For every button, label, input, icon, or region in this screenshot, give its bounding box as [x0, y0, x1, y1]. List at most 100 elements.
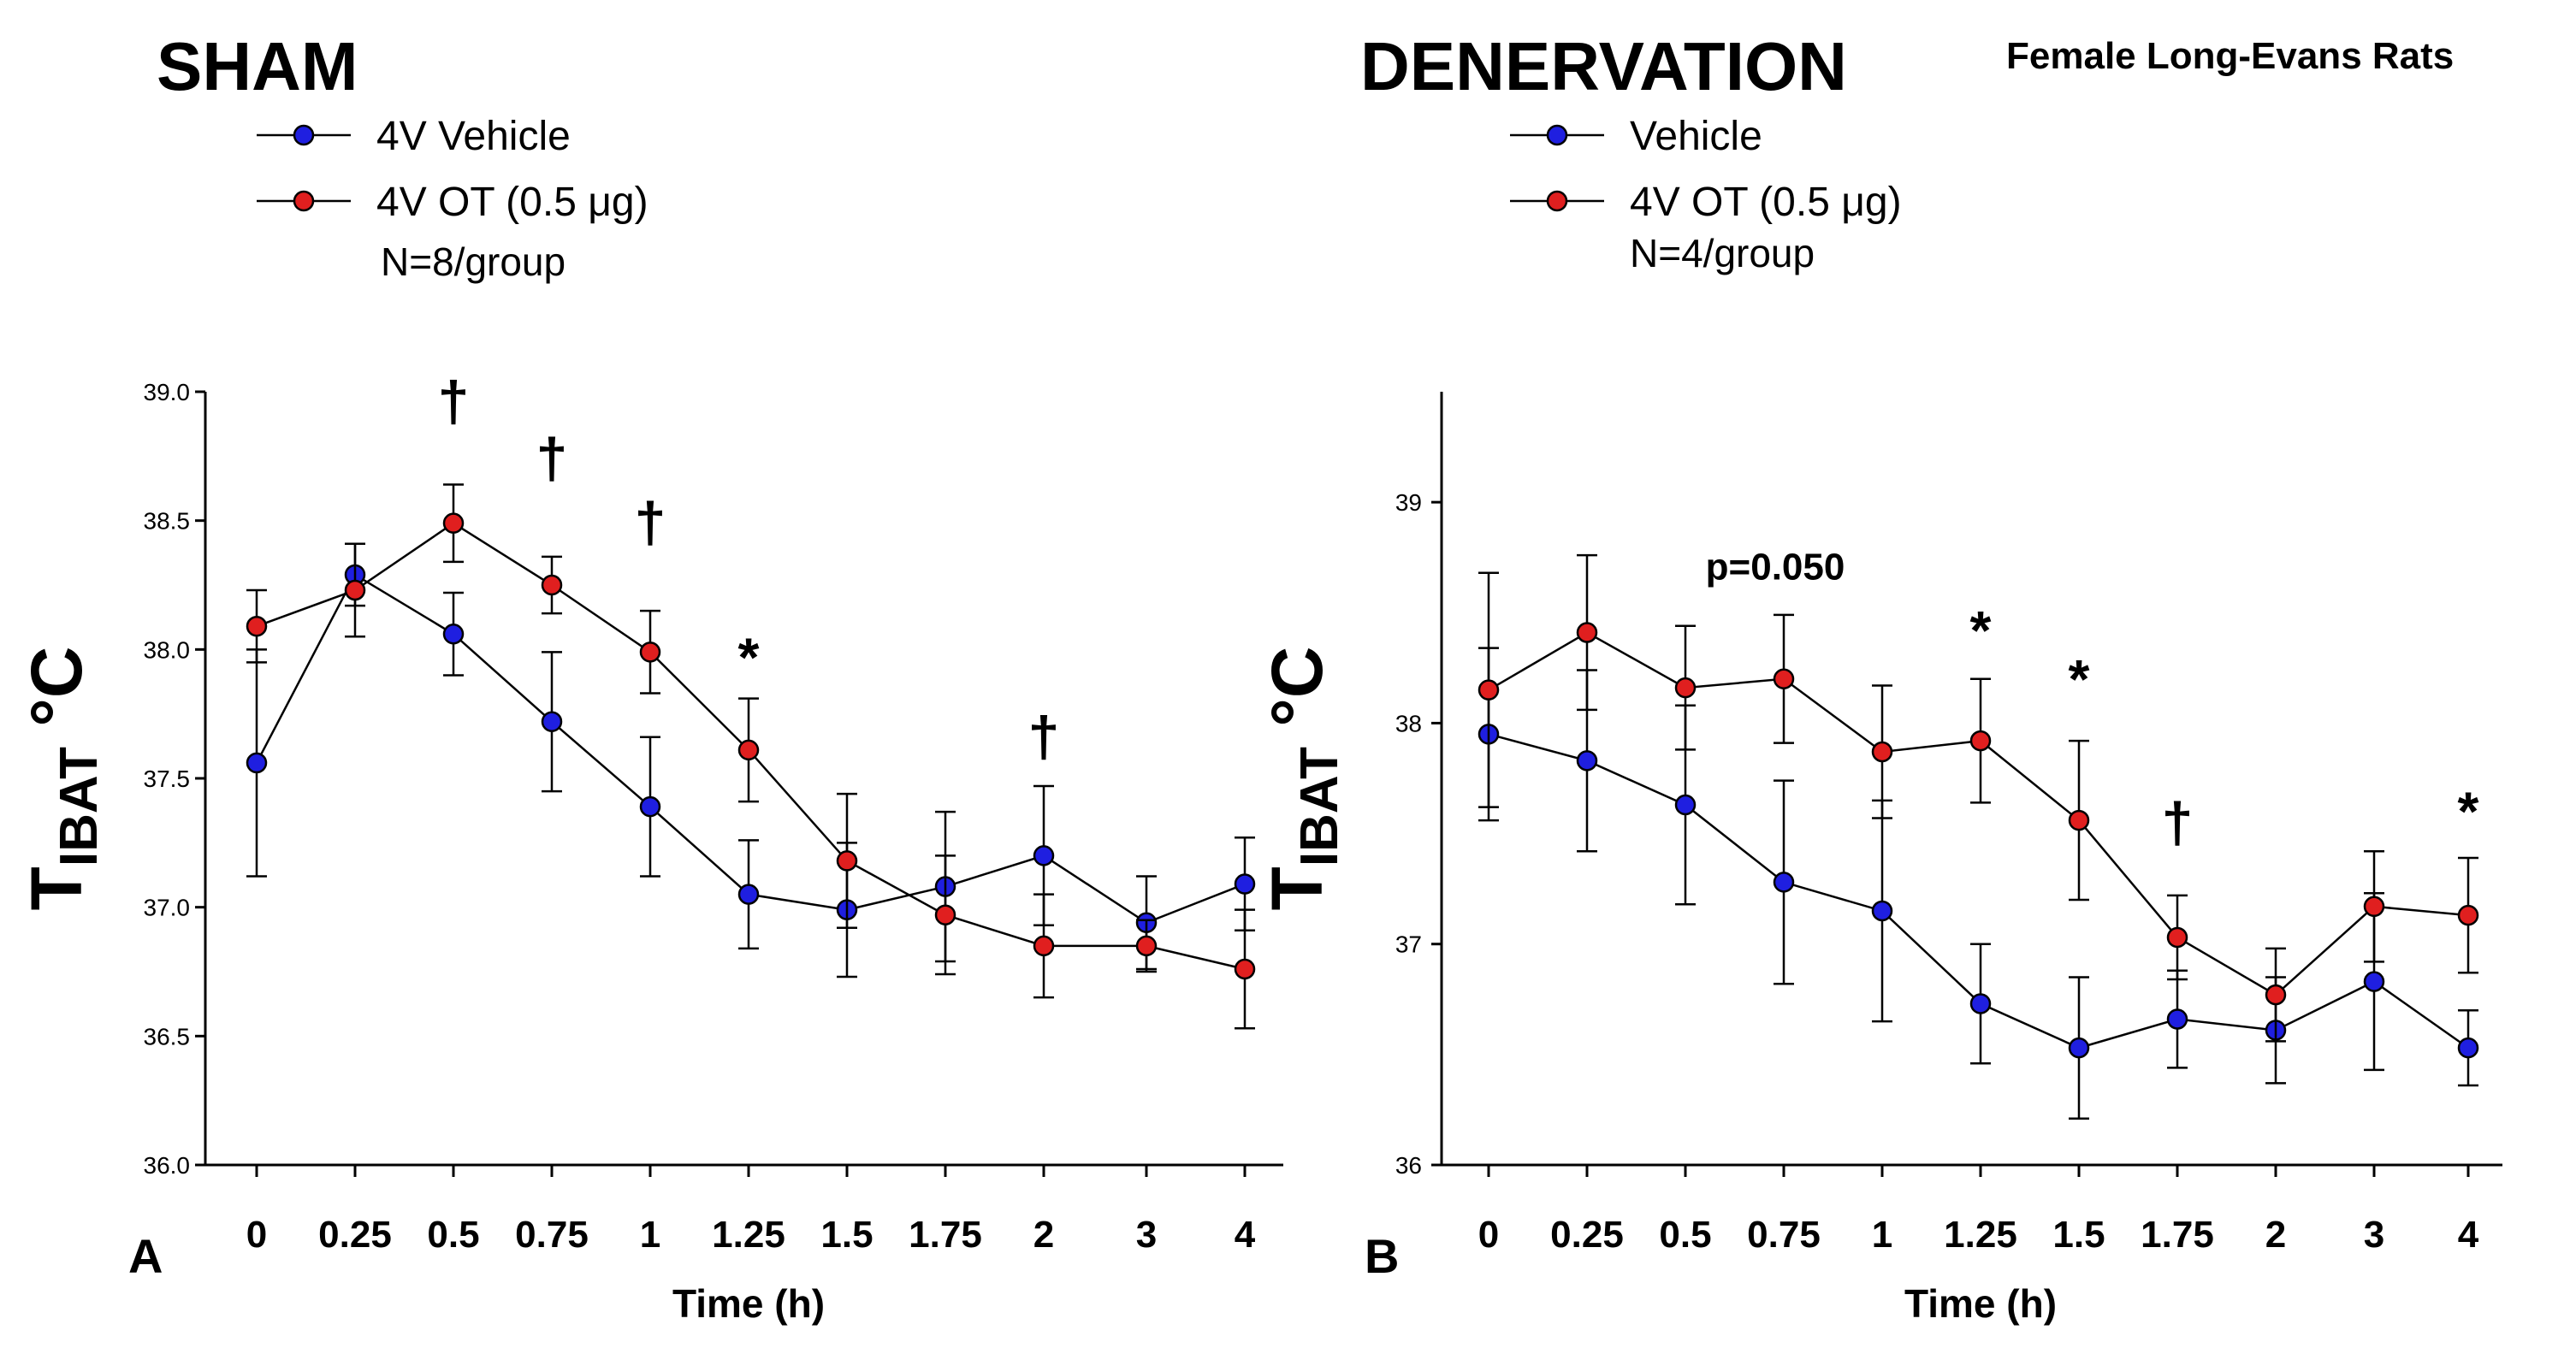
data-point: [1477, 679, 1500, 701]
data-point: [836, 850, 858, 872]
data-point: [1135, 935, 1158, 957]
data-point: [246, 752, 268, 774]
x-tick-label: 1.25: [712, 1214, 785, 1256]
x-tick-label: 2: [2265, 1214, 2286, 1256]
data-point: [737, 884, 760, 905]
series-vehicle: [246, 542, 1256, 978]
x-tick-label: 3: [2364, 1214, 2384, 1256]
x-tick-label: 1: [1872, 1214, 1892, 1256]
data-point: [2166, 1008, 2188, 1030]
y-tick-label: 38.5: [144, 508, 191, 535]
data-point: [1033, 845, 1055, 866]
x-tick-label: 4: [1235, 1214, 1256, 1256]
y-tick-label: 39.0: [144, 379, 191, 405]
data-point: [2068, 1037, 2090, 1059]
x-tick-label: 0.75: [1747, 1214, 1821, 1256]
x-tick-label: 0: [246, 1214, 267, 1256]
x-tick-label: 1.75: [909, 1214, 982, 1256]
series-ot: [246, 483, 1256, 1030]
y-label-main: T: [16, 866, 97, 910]
y-tick-label: 37: [1395, 931, 1422, 958]
legend-entry: 4V Vehicle: [257, 114, 571, 159]
data-point: [246, 615, 268, 637]
panel-letter: B: [1365, 1229, 1399, 1283]
significance-star: *: [1970, 600, 1992, 661]
legend-label: 4V OT (0.5 μg): [1630, 180, 1902, 225]
legend-entry: 4V OT (0.5 μg): [1510, 180, 1902, 225]
series-vehicle: [1477, 647, 2479, 1120]
data-point: [1234, 873, 1256, 895]
y-tick-label: 36.5: [144, 1023, 191, 1049]
x-tick-label: 0.25: [318, 1214, 392, 1256]
x-tick-label: 1: [640, 1214, 660, 1256]
legend-entry: Vehicle: [1510, 114, 1762, 159]
x-tick-label: 0: [1478, 1214, 1499, 1256]
data-point: [2363, 971, 2385, 992]
data-point: [2457, 1037, 2479, 1059]
significance-star: *: [2069, 648, 2090, 710]
data-point: [1576, 622, 1598, 643]
x-axis-label: Time (h): [672, 1281, 825, 1326]
species-label: Female Long-Evans Rats: [2006, 35, 2454, 77]
data-point: [442, 512, 465, 534]
data-point: [2166, 926, 2188, 949]
data-point: [2265, 984, 2287, 1006]
series-ot: [1477, 553, 2479, 1043]
significance-star: *: [2458, 781, 2479, 842]
panel-title: DENERVATION: [1360, 28, 1847, 104]
data-point: [639, 795, 661, 818]
x-tick-label: 0.75: [515, 1214, 589, 1256]
data-point: [639, 641, 661, 663]
data-point: [344, 579, 366, 601]
data-point: [442, 624, 465, 645]
data-point: [1773, 872, 1795, 893]
group-size-label: N=4/group: [1630, 231, 1815, 275]
data-point: [1674, 677, 1697, 699]
panel-b: DENERVATION Vehicle 4V OT (0.5 μg) N=4/grou…: [1257, 28, 2502, 1326]
data-point: [1234, 958, 1256, 980]
panel-letter: A: [128, 1229, 163, 1283]
significance-star: *: [738, 626, 760, 688]
y-tick-label: 37.5: [144, 766, 191, 792]
y-label-unit: °C: [1257, 647, 1337, 748]
y-axis-label: TIBAT °C: [1257, 647, 1349, 911]
legend-entry: 4V OT (0.5 μg): [257, 180, 648, 225]
legend-marker: [1546, 190, 1568, 212]
y-axis-label: TIBAT °C: [16, 647, 109, 911]
x-tick-label: 4: [2458, 1214, 2479, 1256]
legend-label: Vehicle: [1630, 114, 1762, 159]
x-tick-label: 1.25: [1944, 1214, 2017, 1256]
y-tick-label: 39: [1395, 489, 1422, 516]
data-point: [1576, 750, 1598, 772]
data-point: [1674, 794, 1697, 816]
data-point: [2068, 809, 2090, 831]
y-tick-label: 37.0: [144, 895, 191, 921]
legend-marker: [1546, 124, 1568, 146]
x-axis-label: Time (h): [1904, 1281, 2057, 1326]
data-point: [737, 739, 760, 761]
data-point: [1033, 935, 1055, 957]
data-point: [934, 904, 956, 925]
significance-dagger: †: [536, 426, 568, 489]
data-point: [1969, 993, 1992, 1014]
x-tick-label: 0.25: [1550, 1214, 1624, 1256]
data-point: [2363, 896, 2385, 918]
y-label-subscript: IBAT: [1290, 747, 1349, 866]
x-tick-label: 0.5: [1659, 1214, 1711, 1256]
x-tick-label: 1.75: [2141, 1214, 2214, 1256]
significance-dagger: †: [2162, 791, 2194, 854]
y-label-unit: °C: [16, 647, 97, 748]
legend-marker: [293, 124, 315, 146]
x-tick-label: 2: [1033, 1214, 1054, 1256]
data-point: [541, 574, 563, 596]
significance-dagger: †: [635, 491, 666, 554]
panel-title: SHAM: [157, 28, 358, 104]
significance-dagger: †: [438, 370, 470, 433]
x-tick-label: 3: [1136, 1214, 1157, 1256]
y-label-main: T: [1257, 866, 1337, 910]
group-size-label: N=8/group: [381, 239, 566, 284]
legend-marker: [293, 190, 315, 212]
legend-label: 4V Vehicle: [376, 114, 571, 159]
x-tick-label: 0.5: [427, 1214, 479, 1256]
